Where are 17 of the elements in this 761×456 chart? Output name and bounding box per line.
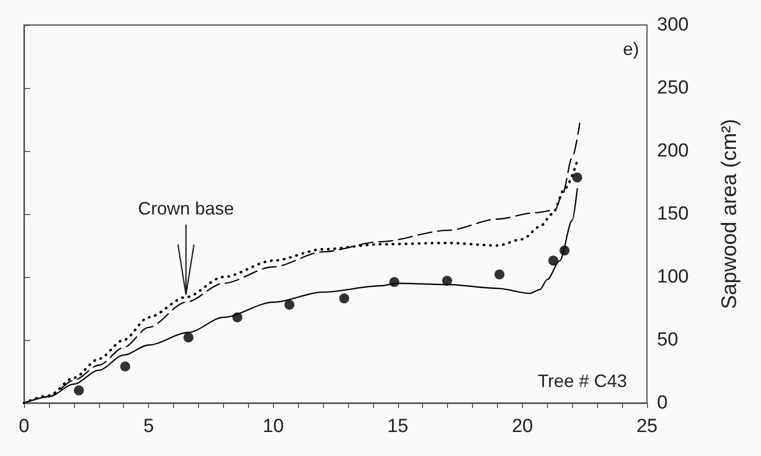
x-tick-label: 25 <box>636 416 658 437</box>
y-tick-label: 150 <box>657 204 689 224</box>
y-tick-label: 200 <box>657 140 689 162</box>
x-tick-label: 10 <box>262 416 284 437</box>
x-tick-label: 5 <box>143 416 154 437</box>
y-tick-label: 0 <box>657 392 668 414</box>
x-tick-label: 20 <box>512 416 533 437</box>
y-tick-label: 100 <box>657 266 689 288</box>
annotation: Crown base <box>138 198 234 219</box>
x-tick-label: 15 <box>387 416 408 437</box>
annotation: e) <box>622 39 639 59</box>
annotation: Tree # C43 <box>538 371 627 391</box>
y-tick-label: 250 <box>657 78 689 98</box>
x-tick-label: 0 <box>18 416 30 437</box>
y-tick-label: 300 <box>657 14 689 36</box>
y-tick-label: 50 <box>657 330 678 350</box>
y-axis-title: Sapwood area (cm²) <box>718 118 741 310</box>
